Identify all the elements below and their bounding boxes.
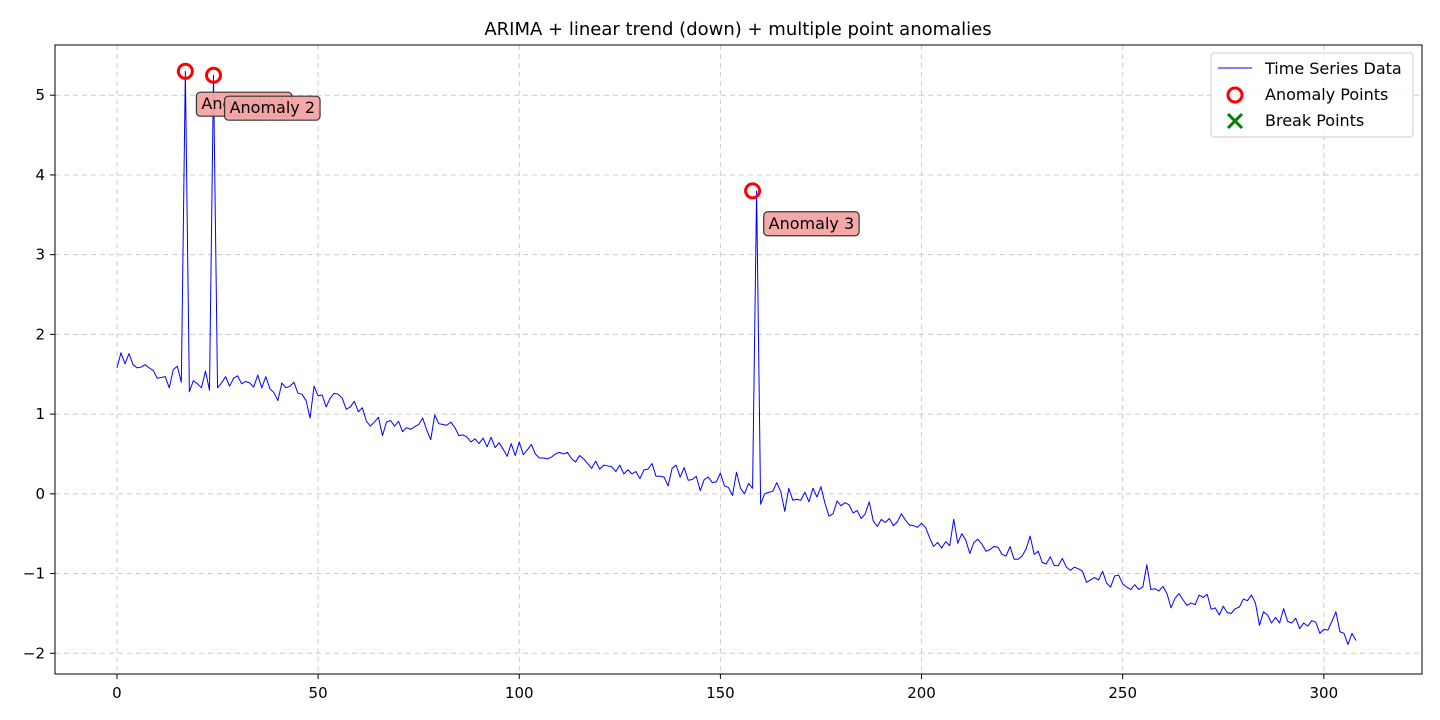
y-tick-label: 2 <box>35 325 45 343</box>
legend-box <box>1210 52 1414 138</box>
series-line-time-series-data <box>116 70 1357 645</box>
anomaly-point <box>205 66 223 84</box>
y-axis: −2 −1 0 1 2 3 4 5 <box>23 86 55 662</box>
legend-circle-swatch <box>1226 86 1244 104</box>
x-tick-label: 300 <box>1310 684 1339 702</box>
grid <box>55 45 1422 674</box>
legend-label-anomaly: Anomaly Points <box>1265 85 1388 104</box>
chart-title: ARIMA + linear trend (down) + multiple p… <box>484 19 991 40</box>
x-tick-label: 0 <box>112 684 122 702</box>
y-tick-label: −2 <box>23 644 45 662</box>
legend: Time Series Data Anomaly Points Break Po… <box>1210 52 1414 138</box>
y-tick-label: 5 <box>35 86 45 104</box>
plot-frame <box>54 44 1423 675</box>
x-tick-label: 250 <box>1108 684 1137 702</box>
y-tick-label: 0 <box>35 485 45 503</box>
x-tick-label: 200 <box>907 684 936 702</box>
anomaly-annotation-box <box>223 95 321 121</box>
legend-label-break: Break Points <box>1265 111 1364 130</box>
anomaly-annotation-label: Anomaly 3 <box>769 214 854 233</box>
anomaly-point <box>744 182 762 200</box>
x-tick-label: 50 <box>309 684 328 702</box>
anomaly-annotation-box <box>763 211 860 237</box>
x-axis: 0 50 100 150 200 250 300 <box>112 674 1338 702</box>
y-tick-label: 1 <box>35 405 45 423</box>
x-tick-label: 150 <box>706 684 735 702</box>
legend-x-swatch <box>1226 112 1244 130</box>
legend-label-series: Time Series Data <box>1264 59 1402 78</box>
anomaly-point <box>176 62 194 80</box>
anomaly-annotation-label: Anomaly 2 <box>230 98 315 117</box>
y-tick-label: 4 <box>35 166 45 184</box>
y-tick-label: 3 <box>35 246 45 264</box>
anomaly-points <box>176 62 762 200</box>
x-tick-label: 100 <box>505 684 534 702</box>
y-tick-label: −1 <box>23 565 45 583</box>
